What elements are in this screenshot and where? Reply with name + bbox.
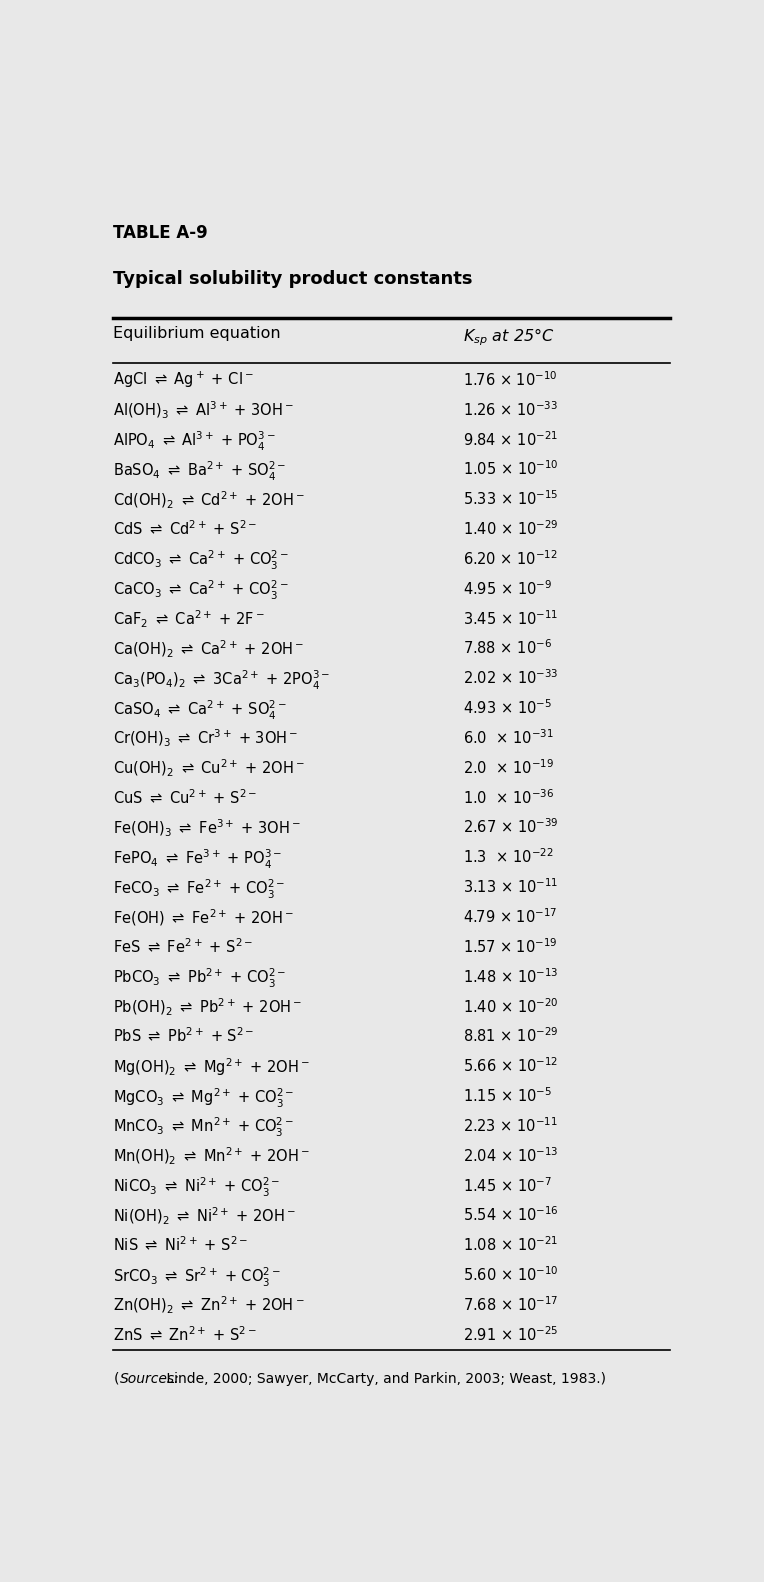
Text: 8.81 × 10$^{-29}$: 8.81 × 10$^{-29}$ [463, 1027, 558, 1046]
Text: BaSO$_4$ $\rightleftharpoons$ Ba$^{2+}$ + SO$_4^{2-}$: BaSO$_4$ $\rightleftharpoons$ Ba$^{2+}$ … [113, 460, 286, 483]
Text: CdCO$_3$ $\rightleftharpoons$ Ca$^{2+}$ + CO$_3^{2-}$: CdCO$_3$ $\rightleftharpoons$ Ca$^{2+}$ … [113, 549, 289, 573]
Text: 6.0  × 10$^{-31}$: 6.0 × 10$^{-31}$ [463, 728, 553, 747]
Text: AgCl $\rightleftharpoons$ Ag$^+$ + Cl$^-$: AgCl $\rightleftharpoons$ Ag$^+$ + Cl$^-… [113, 370, 254, 391]
Text: 2.02 × 10$^{-33}$: 2.02 × 10$^{-33}$ [463, 669, 558, 687]
Text: 1.76 × 10$^{-10}$: 1.76 × 10$^{-10}$ [463, 370, 557, 389]
Text: 5.33 × 10$^{-15}$: 5.33 × 10$^{-15}$ [463, 489, 558, 508]
Text: 2.91 × 10$^{-25}$: 2.91 × 10$^{-25}$ [463, 1326, 558, 1343]
Text: 9.84 × 10$^{-21}$: 9.84 × 10$^{-21}$ [463, 430, 558, 449]
Text: Cr(OH)$_3$ $\rightleftharpoons$ Cr$^{3+}$ + 3OH$^-$: Cr(OH)$_3$ $\rightleftharpoons$ Cr$^{3+}… [113, 728, 299, 750]
Text: Ca(OH)$_2$ $\rightleftharpoons$ Ca$^{2+}$ + 2OH$^-$: Ca(OH)$_2$ $\rightleftharpoons$ Ca$^{2+}… [113, 639, 305, 660]
Text: 2.04 × 10$^{-13}$: 2.04 × 10$^{-13}$ [463, 1145, 558, 1164]
Text: CaCO$_3$ $\rightleftharpoons$ Ca$^{2+}$ + CO$_3^{2-}$: CaCO$_3$ $\rightleftharpoons$ Ca$^{2+}$ … [113, 579, 289, 603]
Text: 7.88 × 10$^{-6}$: 7.88 × 10$^{-6}$ [463, 639, 552, 658]
Text: Fe(OH) $\rightleftharpoons$ Fe$^{2+}$ + 2OH$^-$: Fe(OH) $\rightleftharpoons$ Fe$^{2+}$ + … [113, 908, 294, 929]
Text: 6.20 × 10$^{-12}$: 6.20 × 10$^{-12}$ [463, 549, 557, 568]
Text: 4.95 × 10$^{-9}$: 4.95 × 10$^{-9}$ [463, 579, 552, 598]
Text: PbCO$_3$ $\rightleftharpoons$ Pb$^{2+}$ + CO$_3^{2-}$: PbCO$_3$ $\rightleftharpoons$ Pb$^{2+}$ … [113, 967, 286, 990]
Text: 3.13 × 10$^{-11}$: 3.13 × 10$^{-11}$ [463, 878, 558, 895]
Text: 2.67 × 10$^{-39}$: 2.67 × 10$^{-39}$ [463, 818, 558, 837]
Text: PbS $\rightleftharpoons$ Pb$^{2+}$ + S$^{2-}$: PbS $\rightleftharpoons$ Pb$^{2+}$ + S$^… [113, 1027, 254, 1046]
Text: 5.60 × 10$^{-10}$: 5.60 × 10$^{-10}$ [463, 1266, 558, 1285]
Text: Ni(OH)$_2$ $\rightleftharpoons$ Ni$^{2+}$ + 2OH$^-$: Ni(OH)$_2$ $\rightleftharpoons$ Ni$^{2+}… [113, 1205, 296, 1228]
Text: CaSO$_4$ $\rightleftharpoons$ Ca$^{2+}$ + SO$_4^{2-}$: CaSO$_4$ $\rightleftharpoons$ Ca$^{2+}$ … [113, 698, 287, 721]
Text: Mg(OH)$_2$ $\rightleftharpoons$ Mg$^{2+}$ + 2OH$^-$: Mg(OH)$_2$ $\rightleftharpoons$ Mg$^{2+}… [113, 1057, 310, 1079]
Text: AlPO$_4$ $\rightleftharpoons$ Al$^{3+}$ + PO$_4^{3-}$: AlPO$_4$ $\rightleftharpoons$ Al$^{3+}$ … [113, 430, 276, 452]
Text: MgCO$_3$ $\rightleftharpoons$ Mg$^{2+}$ + CO$_3^{2-}$: MgCO$_3$ $\rightleftharpoons$ Mg$^{2+}$ … [113, 1087, 294, 1109]
Text: 1.40 × 10$^{-20}$: 1.40 × 10$^{-20}$ [463, 997, 558, 1016]
Text: 4.93 × 10$^{-5}$: 4.93 × 10$^{-5}$ [463, 698, 552, 717]
Text: Cu(OH)$_2$ $\rightleftharpoons$ Cu$^{2+}$ + 2OH$^-$: Cu(OH)$_2$ $\rightleftharpoons$ Cu$^{2+}… [113, 758, 306, 780]
Text: TABLE A-9: TABLE A-9 [113, 225, 208, 242]
Text: 1.26 × 10$^{-33}$: 1.26 × 10$^{-33}$ [463, 400, 558, 419]
Text: FeCO$_3$ $\rightleftharpoons$ Fe$^{2+}$ + CO$_3^{2-}$: FeCO$_3$ $\rightleftharpoons$ Fe$^{2+}$ … [113, 878, 285, 900]
Text: 1.3  × 10$^{-22}$: 1.3 × 10$^{-22}$ [463, 848, 553, 867]
Text: Zn(OH)$_2$ $\rightleftharpoons$ Zn$^{2+}$ + 2OH$^-$: Zn(OH)$_2$ $\rightleftharpoons$ Zn$^{2+}… [113, 1296, 305, 1316]
Text: 1.48 × 10$^{-13}$: 1.48 × 10$^{-13}$ [463, 967, 558, 986]
Text: FeS $\rightleftharpoons$ Fe$^{2+}$ + S$^{2-}$: FeS $\rightleftharpoons$ Fe$^{2+}$ + S$^… [113, 937, 254, 956]
Text: CaF$_2$ $\rightleftharpoons$ Ca$^{2+}$ + 2F$^-$: CaF$_2$ $\rightleftharpoons$ Ca$^{2+}$ +… [113, 609, 265, 630]
Text: Fe(OH)$_3$ $\rightleftharpoons$ Fe$^{3+}$ + 3OH$^-$: Fe(OH)$_3$ $\rightleftharpoons$ Fe$^{3+}… [113, 818, 301, 838]
Text: 1.57 × 10$^{-19}$: 1.57 × 10$^{-19}$ [463, 937, 557, 956]
Text: Mn(OH)$_2$ $\rightleftharpoons$ Mn$^{2+}$ + 2OH$^-$: Mn(OH)$_2$ $\rightleftharpoons$ Mn$^{2+}… [113, 1145, 310, 1168]
Text: MnCO$_3$ $\rightleftharpoons$ Mn$^{2+}$ + CO$_3^{2-}$: MnCO$_3$ $\rightleftharpoons$ Mn$^{2+}$ … [113, 1117, 294, 1139]
Text: 1.08 × 10$^{-21}$: 1.08 × 10$^{-21}$ [463, 1236, 558, 1255]
Text: Pb(OH)$_2$ $\rightleftharpoons$ Pb$^{2+}$ + 2OH$^-$: Pb(OH)$_2$ $\rightleftharpoons$ Pb$^{2+}… [113, 997, 303, 1017]
Text: FePO$_4$ $\rightleftharpoons$ Fe$^{3+}$ + PO$_4^{3-}$: FePO$_4$ $\rightleftharpoons$ Fe$^{3+}$ … [113, 848, 283, 870]
Text: 7.68 × 10$^{-17}$: 7.68 × 10$^{-17}$ [463, 1296, 558, 1315]
Text: 4.79 × 10$^{-17}$: 4.79 × 10$^{-17}$ [463, 908, 557, 925]
Text: 1.05 × 10$^{-10}$: 1.05 × 10$^{-10}$ [463, 460, 558, 478]
Text: Cd(OH)$_2$ $\rightleftharpoons$ Cd$^{2+}$ + 2OH$^-$: Cd(OH)$_2$ $\rightleftharpoons$ Cd$^{2+}… [113, 489, 306, 511]
Text: $K_{sp}$ at 25°C: $K_{sp}$ at 25°C [463, 326, 554, 348]
Text: 2.23 × 10$^{-11}$: 2.23 × 10$^{-11}$ [463, 1117, 557, 1134]
Text: (: ( [113, 1372, 118, 1386]
Text: 1.0  × 10$^{-36}$: 1.0 × 10$^{-36}$ [463, 788, 554, 807]
Text: NiCO$_3$ $\rightleftharpoons$ Ni$^{2+}$ + CO$_3^{2-}$: NiCO$_3$ $\rightleftharpoons$ Ni$^{2+}$ … [113, 1175, 280, 1199]
Text: NiS $\rightleftharpoons$ Ni$^{2+}$ + S$^{2-}$: NiS $\rightleftharpoons$ Ni$^{2+}$ + S$^… [113, 1236, 248, 1255]
Text: Sources:: Sources: [121, 1372, 180, 1386]
Text: Ca$_3$(PO$_4$)$_2$ $\rightleftharpoons$ 3Ca$^{2+}$ + 2PO$_4^{3-}$: Ca$_3$(PO$_4$)$_2$ $\rightleftharpoons$ … [113, 669, 330, 691]
Text: CdS $\rightleftharpoons$ Cd$^{2+}$ + S$^{2-}$: CdS $\rightleftharpoons$ Cd$^{2+}$ + S$^… [113, 519, 257, 538]
Text: Equilibrium equation: Equilibrium equation [113, 326, 281, 342]
Text: 1.40 × 10$^{-29}$: 1.40 × 10$^{-29}$ [463, 519, 558, 538]
Text: Al(OH)$_3$ $\rightleftharpoons$ Al$^{3+}$ + 3OH$^-$: Al(OH)$_3$ $\rightleftharpoons$ Al$^{3+}… [113, 400, 294, 421]
Text: 2.0  × 10$^{-19}$: 2.0 × 10$^{-19}$ [463, 758, 554, 777]
Text: 1.45 × 10$^{-7}$: 1.45 × 10$^{-7}$ [463, 1175, 552, 1194]
Text: 5.54 × 10$^{-16}$: 5.54 × 10$^{-16}$ [463, 1205, 558, 1224]
Text: 1.15 × 10$^{-5}$: 1.15 × 10$^{-5}$ [463, 1087, 552, 1106]
Text: CuS $\rightleftharpoons$ Cu$^{2+}$ + S$^{2-}$: CuS $\rightleftharpoons$ Cu$^{2+}$ + S$^… [113, 788, 257, 807]
Text: 5.66 × 10$^{-12}$: 5.66 × 10$^{-12}$ [463, 1057, 558, 1076]
Text: Typical solubility product constants: Typical solubility product constants [113, 271, 473, 288]
Text: 3.45 × 10$^{-11}$: 3.45 × 10$^{-11}$ [463, 609, 558, 628]
Text: SrCO$_3$ $\rightleftharpoons$ Sr$^{2+}$ + CO$_3^{2-}$: SrCO$_3$ $\rightleftharpoons$ Sr$^{2+}$ … [113, 1266, 281, 1289]
Text: Linde, 2000; Sawyer, McCarty, and Parkin, 2003; Weast, 1983.): Linde, 2000; Sawyer, McCarty, and Parkin… [162, 1372, 606, 1386]
Text: ZnS $\rightleftharpoons$ Zn$^{2+}$ + S$^{2-}$: ZnS $\rightleftharpoons$ Zn$^{2+}$ + S$^… [113, 1326, 257, 1343]
